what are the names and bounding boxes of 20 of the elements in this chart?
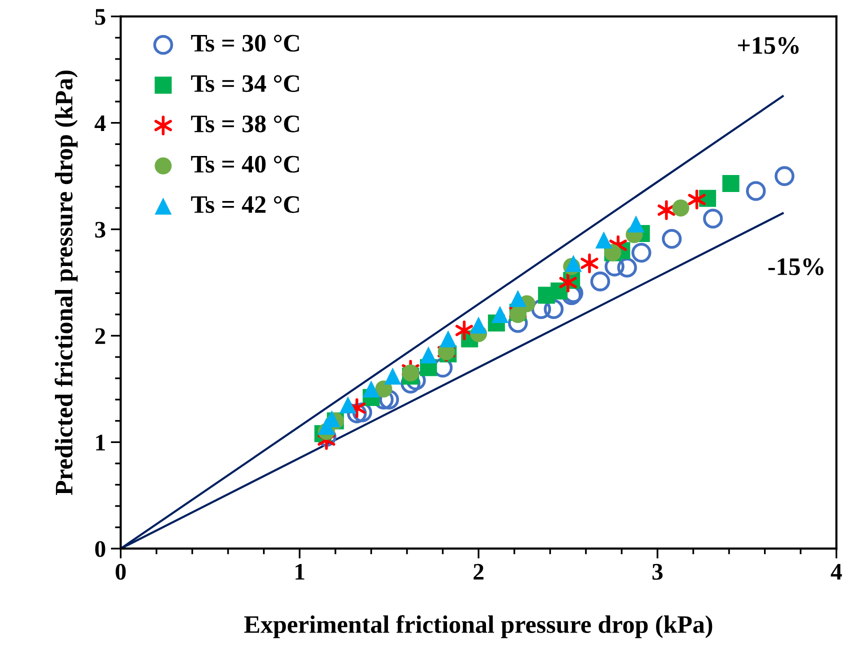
x-tick-label: 4: [830, 564, 842, 580]
legend-label: Ts = 42 °C: [191, 196, 299, 213]
y-tick-label: 3: [95, 222, 106, 238]
y-tick-label: 0: [95, 541, 106, 558]
y-tick-label: 2: [95, 328, 106, 344]
legend-label: Ts = 40 °C: [191, 156, 299, 173]
y-tick-label: 5: [95, 9, 106, 25]
x-tick-label: 1: [296, 564, 304, 580]
x-axis-title: Experimental frictional pressure drop (kPa): [244, 615, 712, 638]
legend-label: Ts = 30 °C: [191, 34, 299, 52]
annotation: -15%: [768, 258, 824, 276]
y-tick-label: 1: [96, 434, 105, 450]
x-tick-label: 3: [652, 564, 663, 580]
legend-label: Ts = 34 °C: [191, 75, 299, 92]
y-tick-label: 4: [94, 116, 106, 132]
legend-label: Ts = 38 °C: [191, 115, 299, 132]
x-tick-label: 2: [474, 564, 484, 580]
x-tick-label: 0: [116, 564, 126, 580]
annotation: +15%: [738, 37, 799, 54]
y-axis-title: Predicted frictional pressure drop (kPa): [54, 70, 78, 496]
